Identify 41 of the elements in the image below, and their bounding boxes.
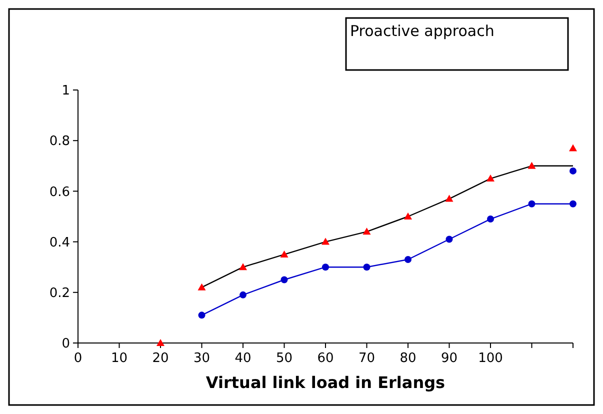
point <box>322 264 329 271</box>
y-tick-label: 0.4 <box>49 235 70 250</box>
point <box>156 339 164 346</box>
point <box>570 200 576 208</box>
x-tick-label: 60 <box>317 351 334 366</box>
x-tick-label: 20 <box>152 351 169 366</box>
point <box>280 250 288 258</box>
x-tick-label: 40 <box>234 351 252 366</box>
point <box>570 167 576 174</box>
point <box>280 276 288 284</box>
x-tick-label: 0 <box>74 351 82 366</box>
point <box>487 216 494 223</box>
x-tick-label: 50 <box>276 351 293 366</box>
point <box>404 212 412 220</box>
point <box>239 263 247 270</box>
point <box>528 162 536 169</box>
x-tick-label: 80 <box>400 351 416 366</box>
x-tick-label: 90 <box>440 351 458 366</box>
y-tick-label: 0.6 <box>49 184 70 200</box>
x-tick-label: 10 <box>110 351 128 366</box>
point <box>240 291 246 298</box>
text: Proactive approach <box>350 22 494 40</box>
y-tick-label: 0 <box>62 336 70 352</box>
x-tick-label: 30 <box>193 351 210 366</box>
point <box>322 238 330 245</box>
point <box>362 228 371 235</box>
point <box>198 312 206 319</box>
point <box>528 200 536 208</box>
point <box>486 174 494 182</box>
point <box>363 264 370 271</box>
x-tick-label: 70 <box>358 351 376 366</box>
point <box>445 194 454 202</box>
y-tick-label: 1 <box>62 84 70 99</box>
y-tick-label: 0.8 <box>49 134 70 150</box>
point <box>198 283 206 290</box>
point <box>446 236 453 243</box>
y-tick-label: 0.2 <box>49 286 70 301</box>
x-axis-title: Virtual link load in Erlangs <box>206 373 446 392</box>
x-tick-label: 100 <box>478 351 503 366</box>
point <box>569 144 577 152</box>
point <box>404 256 412 264</box>
